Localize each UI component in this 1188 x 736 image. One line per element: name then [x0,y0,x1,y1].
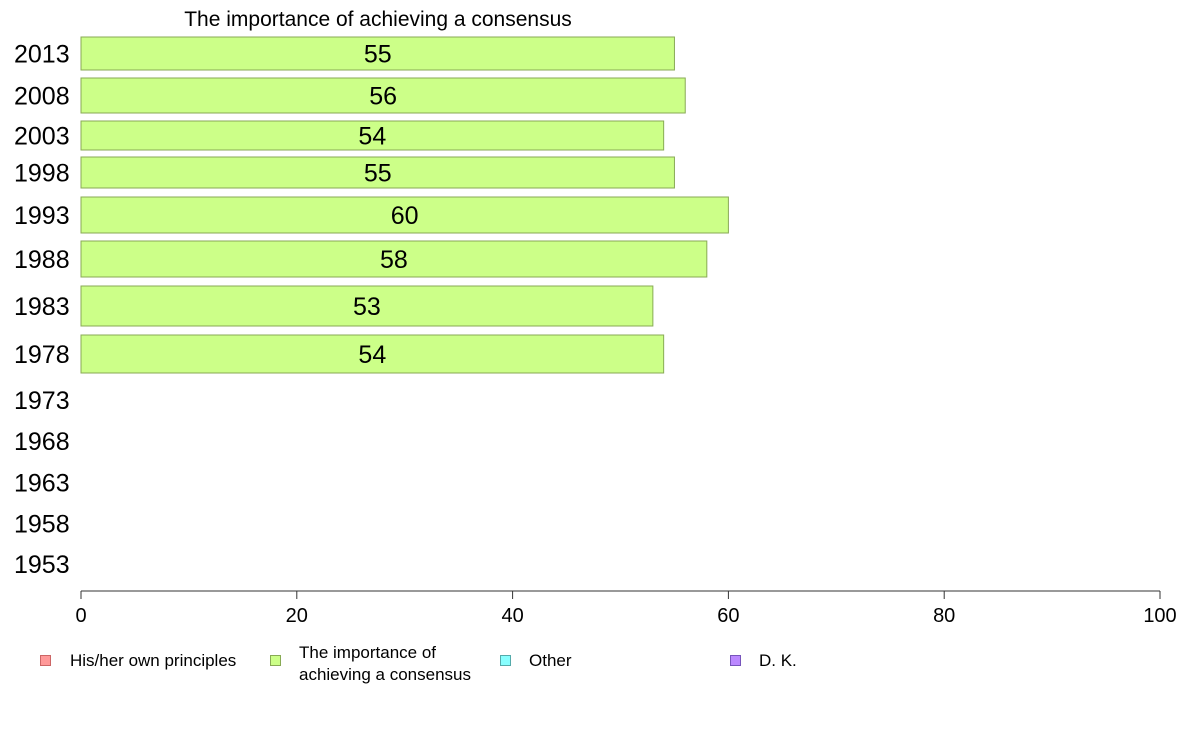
legend-label-consensus-line2: achieving a consensus [299,665,472,684]
x-axis: 0 20 40 60 80 100 [75,590,1177,627]
legend-label-consensus: The importance of achieving a consensus [299,642,471,686]
legend-swatch-other [500,655,511,666]
x-tick-label-20: 20 [286,605,308,627]
legend-item-other: Other [500,642,572,672]
x-tick-label-60: 60 [717,605,739,627]
year-label-1988: 1988 [14,246,70,274]
bar-1983 [80,285,654,327]
year-label-1968: 1968 [14,428,70,456]
bar-1988 [80,240,708,278]
bar-value-label-2003: 54 [358,123,386,151]
x-tick-label-0: 0 [75,605,86,627]
year-label-2003: 2003 [14,123,70,151]
year-label-1983: 1983 [14,293,70,321]
chart-title: The importance of achieving a consensus [184,8,572,31]
year-label-1973: 1973 [14,387,70,415]
year-label-1978: 1978 [14,341,70,369]
bar-value-label-1998: 55 [364,160,392,188]
year-label-1998: 1998 [14,160,70,188]
year-label-2008: 2008 [14,83,70,111]
bar-value-label-2008: 56 [369,83,397,111]
year-labels-group: 2013 2008 2003 1998 1993 1988 1983 1978 1973 1968… [14,41,70,580]
legend-label-other: Other [529,651,572,670]
x-tick-label-80: 80 [933,605,955,627]
year-label-1953: 1953 [14,551,70,579]
bar-value-label-1978: 54 [358,341,386,369]
legend: His/her own principles The importance of… [0,642,1188,692]
bar-1978 [80,334,665,374]
legend-label-principles: His/her own principles [70,651,237,670]
legend-swatch-consensus [270,655,281,666]
year-label-2013: 2013 [14,41,70,69]
bar-value-label-2013: 55 [364,41,392,69]
bars-group: 55 56 54 55 60 58 53 54 [80,36,729,374]
bar-1993 [80,196,729,234]
legend-label-consensus-line1: The importance of [299,643,437,662]
bar-2003 [80,120,665,151]
legend-item-consensus: The importance of achieving a consensus [270,642,471,686]
legend-item-principles: His/her own principles [40,642,236,672]
bar-1998 [80,156,675,189]
bar-2008 [80,77,686,114]
x-tick-label-100: 100 [1143,605,1176,627]
year-label-1958: 1958 [14,511,70,539]
bar-2013 [80,36,675,71]
bar-value-label-1993: 60 [391,202,419,230]
year-label-1993: 1993 [14,202,70,230]
legend-swatch-principles [40,655,51,666]
bar-chart: The importance of achieving a consensus … [14,8,1177,627]
legend-item-dk: D. K. [730,642,797,672]
bar-value-label-1988: 58 [380,246,408,274]
x-tick-label-40: 40 [501,605,523,627]
bar-value-label-1983: 53 [353,293,381,321]
legend-swatch-dk [730,655,741,666]
legend-label-dk: D. K. [759,651,797,670]
year-label-1963: 1963 [14,470,70,498]
